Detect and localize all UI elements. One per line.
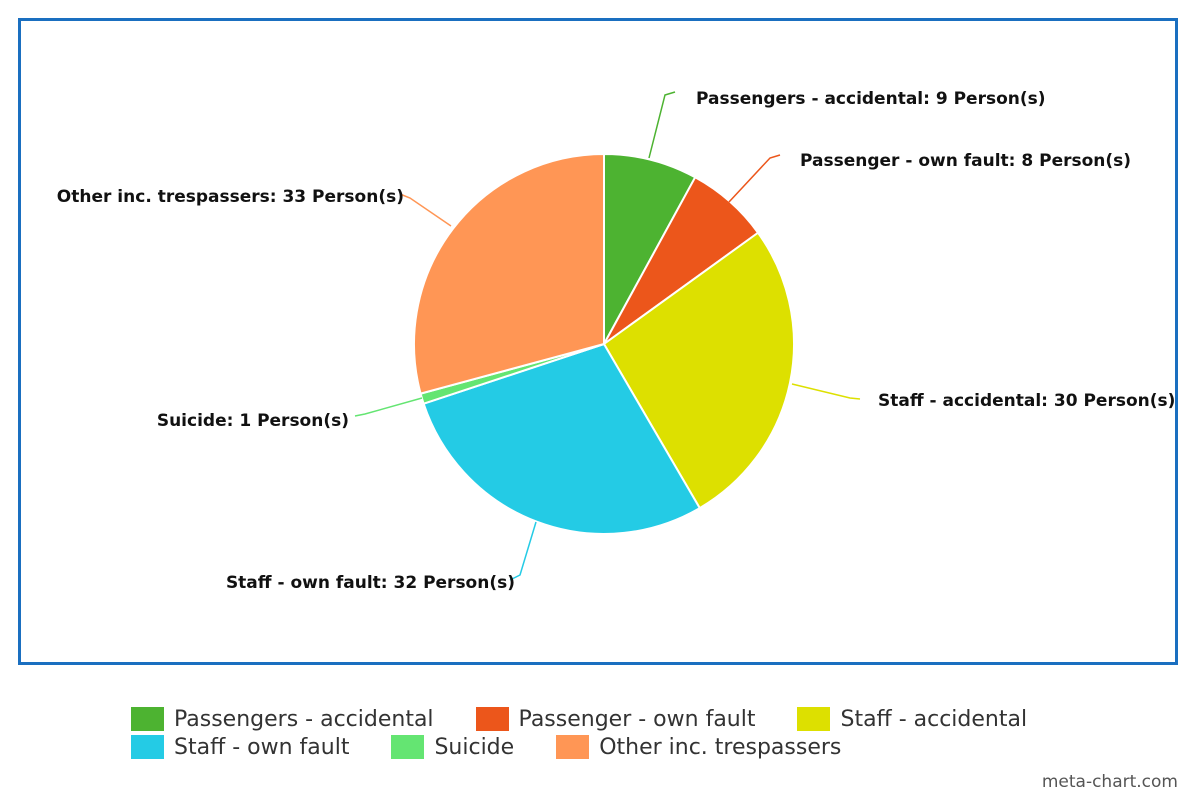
legend-label: Passengers - accidental (174, 706, 434, 732)
slice-labels: Passengers - accidental: 9 Person(s) Pass… (57, 89, 1176, 593)
connector-staff-own-fault (509, 521, 537, 581)
legend-swatch (131, 735, 164, 759)
connector-staff-accidental (791, 383, 861, 400)
connector-suicide (354, 397, 423, 417)
legend-label: Other inc. trespassers (599, 734, 842, 760)
pie-slice-staff-own-fault[interactable] (422, 343, 701, 535)
legend: Passengers - accidental Passenger - own … (131, 705, 1111, 761)
legend-item-staff-accidental[interactable]: Staff - accidental (797, 707, 1027, 732)
legend-label: Passenger - own fault (518, 706, 756, 732)
slice-label-staff-accidental: Staff - accidental: 30 Person(s) (878, 391, 1175, 411)
legend-swatch (131, 707, 164, 731)
legend-item-passengers-accidental[interactable]: Passengers - accidental (131, 707, 434, 732)
connector-other-inc-trespassers (399, 193, 452, 227)
legend-row-2: Staff - own fault Suicide Other inc. tre… (131, 733, 1111, 761)
pie-slice-staff-accidental[interactable] (603, 231, 795, 510)
slice-label-passengers-accidental: Passengers - accidental: 9 Person(s) (696, 89, 1046, 109)
connector-passengers-accidental (648, 91, 676, 159)
legend-swatch (556, 735, 590, 759)
slice-label-passenger-own-fault: Passenger - own fault: 8 Person(s) (800, 151, 1131, 171)
pie-slices (413, 153, 795, 535)
legend-row-1: Passengers - accidental Passenger - own … (131, 705, 1111, 733)
legend-item-staff-own-fault[interactable]: Staff - own fault (131, 735, 349, 760)
legend-item-other-inc-trespassers[interactable]: Other inc. trespassers (556, 735, 841, 760)
slice-label-suicide: Suicide: 1 Person(s) (157, 411, 349, 431)
label-connectors (354, 91, 861, 581)
legend-label: Suicide (434, 734, 515, 760)
credit-text[interactable]: meta-chart.com (1041, 772, 1178, 792)
legend-label: Staff - accidental (840, 706, 1028, 732)
pie-slice-other-inc-trespassers[interactable] (413, 153, 605, 395)
legend-item-passenger-own-fault[interactable]: Passenger - own fault (475, 706, 756, 732)
legend-swatch (797, 707, 831, 731)
pie-slice-passengers-accidental[interactable] (603, 153, 697, 345)
legend-label: Staff - own fault (174, 734, 350, 760)
connector-passenger-own-fault (728, 154, 781, 203)
slice-label-staff-own-fault: Staff - own fault: 32 Person(s) (226, 573, 515, 593)
legend-swatch (475, 707, 509, 731)
chart-frame (18, 18, 1178, 665)
legend-item-suicide[interactable]: Suicide (391, 735, 514, 760)
slice-label-other-inc-trespassers: Other inc. trespassers: 33 Person(s) (57, 187, 404, 207)
legend-swatch (391, 735, 425, 759)
